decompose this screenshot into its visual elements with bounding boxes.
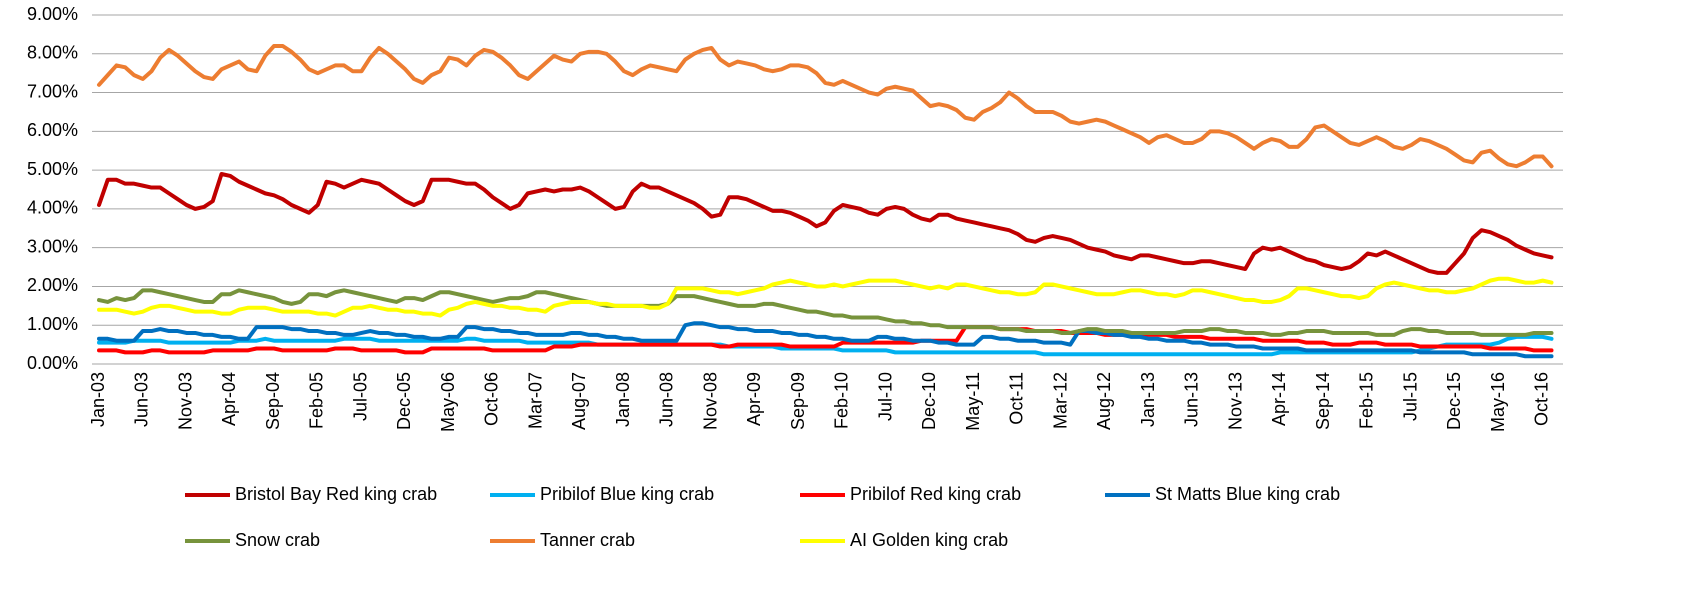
x-tick-label: Jun-03	[132, 372, 152, 427]
x-tick-label: Sep-09	[788, 372, 808, 430]
x-tick-label: Nov-13	[1225, 372, 1245, 430]
legend-label: Pribilof Blue king crab	[540, 484, 714, 504]
x-tick-label: Sep-14	[1313, 372, 1333, 430]
x-tick-label: Oct-11	[1007, 372, 1027, 425]
x-tick-label: Oct-06	[482, 372, 502, 426]
x-tick-label: Dec-15	[1444, 372, 1464, 430]
x-tick-label: Apr-09	[744, 372, 764, 426]
y-tick-label: 0.00%	[27, 353, 78, 373]
x-tick-label: Sep-04	[263, 372, 283, 430]
legend-label: Pribilof Red king crab	[850, 484, 1021, 504]
x-tick-label: Nov-03	[175, 372, 195, 430]
x-tick-label: Mar-07	[525, 372, 545, 429]
y-tick-label: 5.00%	[27, 159, 78, 179]
x-tick-label: Mar-12	[1050, 372, 1070, 429]
y-tick-label: 3.00%	[27, 236, 78, 256]
legend-label: Tanner crab	[540, 530, 635, 550]
x-tick-label: Jul-10	[875, 372, 895, 421]
x-tick-label: Jan-13	[1138, 372, 1158, 427]
x-tick-label: Apr-04	[219, 372, 239, 426]
y-tick-label: 9.00%	[27, 4, 78, 24]
y-tick-label: 8.00%	[27, 43, 78, 63]
series-line	[97, 171, 1554, 275]
x-tick-label: Dec-05	[394, 372, 414, 430]
x-tick-label: Jul-15	[1400, 372, 1420, 421]
series-line	[97, 44, 1554, 169]
x-tick-label: Jun-08	[657, 372, 677, 427]
y-tick-label: 2.00%	[27, 275, 78, 295]
x-tick-label: Dec-10	[919, 372, 939, 430]
legend-label: St Matts Blue king crab	[1155, 484, 1340, 504]
series-line	[97, 325, 1554, 355]
series-line	[97, 276, 1554, 318]
x-tick-label: Jan-08	[613, 372, 633, 427]
series-line	[97, 288, 1554, 337]
x-tick-label: Feb-10	[832, 372, 852, 429]
y-tick-label: 7.00%	[27, 81, 78, 101]
y-tick-label: 1.00%	[27, 314, 78, 334]
legend-label: AI Golden king crab	[850, 530, 1008, 550]
y-tick-label: 6.00%	[27, 120, 78, 140]
legend-label: Bristol Bay Red king crab	[235, 484, 437, 504]
x-tick-label: Aug-12	[1094, 372, 1114, 430]
y-tick-label: 4.00%	[27, 198, 78, 218]
x-tick-label: Aug-07	[569, 372, 589, 430]
x-tick-label: Oct-16	[1532, 372, 1552, 426]
x-tick-label: Feb-05	[307, 372, 327, 429]
legend-label: Snow crab	[235, 530, 320, 550]
x-tick-label: May-16	[1488, 372, 1508, 432]
x-tick-label: May-06	[438, 372, 458, 432]
x-tick-label: Jun-13	[1182, 372, 1202, 427]
x-tick-label: Nov-08	[700, 372, 720, 430]
x-tick-label: Apr-14	[1269, 372, 1289, 426]
x-tick-label: Jul-05	[350, 372, 370, 421]
x-tick-label: Jan-03	[88, 372, 108, 427]
series-line	[97, 321, 1554, 359]
x-tick-label: May-11	[963, 372, 983, 431]
x-tick-label: Feb-15	[1357, 372, 1377, 429]
